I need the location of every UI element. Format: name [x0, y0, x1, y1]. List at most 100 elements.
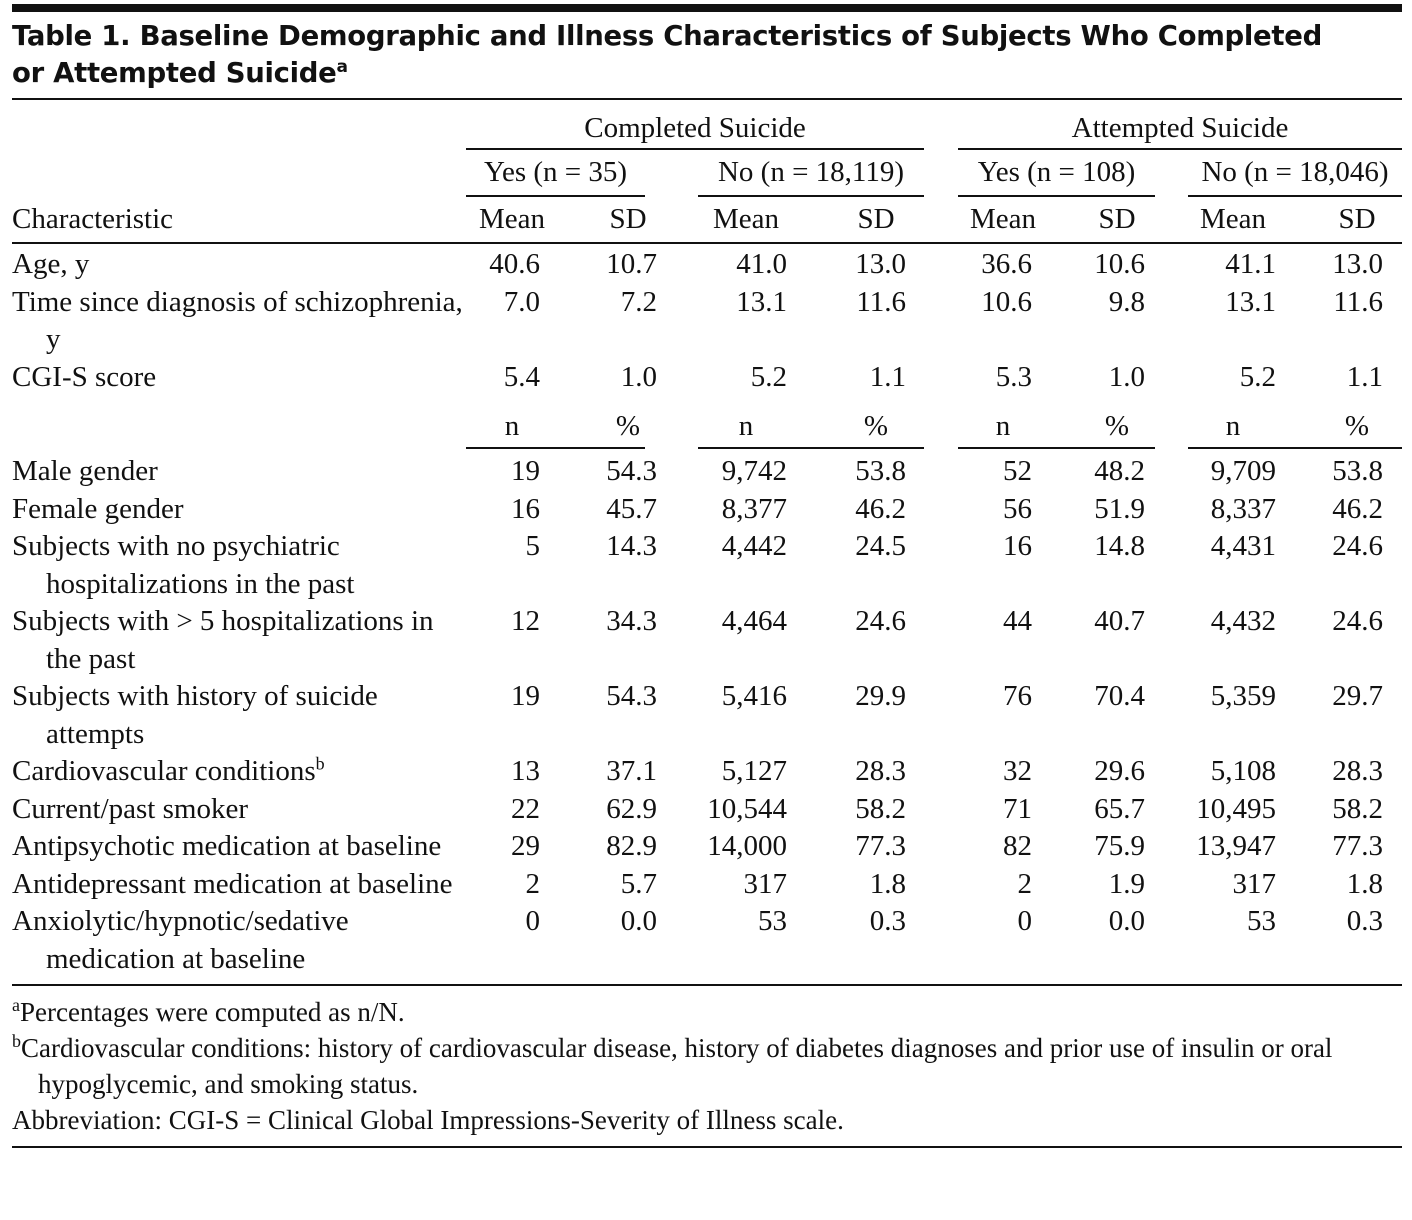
group-header: Completed Suicide	[584, 112, 806, 144]
subgroup-header: No (n = 18,046)	[1201, 156, 1389, 188]
column-header: %	[615, 410, 641, 442]
row-label: Time since diagnosis of schizophrenia, y	[12, 285, 463, 356]
cell: 14.8	[1094, 530, 1145, 562]
cell: 0.3	[1346, 905, 1383, 937]
cell: 70.4	[1094, 680, 1145, 712]
cell: 77.3	[1332, 830, 1383, 862]
footnote-text: Abbreviation: CGI-S = Clinical Global Im…	[12, 1105, 844, 1135]
table-title: Table 1. Baseline Demographic and Illnes…	[12, 18, 1402, 92]
cell: 53.8	[1332, 455, 1383, 487]
cell: 13,947	[1196, 830, 1276, 862]
cell: 0	[1017, 905, 1033, 937]
cell: 46.2	[1332, 492, 1383, 525]
row-label: CGI-S score	[12, 360, 157, 393]
cell: 62.9	[606, 792, 657, 825]
cell: 65.7	[1094, 792, 1145, 825]
underline	[466, 447, 645, 449]
cell: 0	[525, 905, 541, 937]
cell: 71	[1003, 792, 1032, 825]
column-header: %	[1104, 410, 1130, 442]
cell: 5	[525, 530, 541, 562]
column-header: Mean	[969, 203, 1037, 235]
cell: 5,127	[721, 755, 787, 787]
cell: 45.7	[606, 492, 657, 525]
cell: 7.2	[620, 285, 657, 318]
footnote: aPercentages were computed as n/N.	[12, 994, 1402, 1030]
cell: 1.0	[620, 360, 657, 393]
cell: 82.9	[606, 830, 657, 862]
cell: 41.0	[736, 248, 787, 280]
cell: 1.9	[1108, 867, 1145, 900]
cell: 54.3	[606, 455, 657, 487]
table-row: Cardiovascular conditionsb 13 37.1 5,127 28.…	[12, 753, 1402, 791]
footnote-mark: a	[12, 995, 20, 1015]
rule	[12, 98, 1402, 100]
cell: 4,464	[721, 605, 787, 637]
cell: 14,000	[707, 830, 787, 862]
cell: 36.6	[981, 248, 1032, 280]
cell: 13.0	[1332, 248, 1383, 280]
cell: 34.3	[606, 605, 657, 637]
cell: 317	[743, 867, 788, 900]
table-row: Female gender 16 45.7 8,377 46.2 56 51.9 8,337 4…	[12, 491, 1402, 529]
column-header: SD	[609, 203, 647, 235]
subgroup-header: Yes (n = 35)	[483, 156, 628, 188]
underline	[958, 447, 1155, 449]
row-label: Cardiovascular conditionsb	[12, 753, 325, 787]
rule	[12, 984, 1402, 986]
stat-header-row: Characteristic Mean SD Mean SD Mean SD Mean SD	[12, 197, 1402, 242]
cell: 9,742	[721, 455, 787, 487]
column-header: n	[738, 410, 754, 442]
table-row: CGI-S score 5.4 1.0 5.2 1.1 5.3 1.0 5.2 1.1	[12, 359, 1402, 397]
cell: 52	[1003, 455, 1032, 487]
cell: 24.6	[1332, 530, 1383, 562]
cell: 24.6	[1332, 605, 1383, 637]
title-line: or Attempted Suicidea	[12, 56, 348, 89]
cell: 46.2	[855, 492, 906, 525]
cell: 77.3	[855, 830, 906, 862]
table-row: Antidepressant medication at baseline 2 5.…	[12, 866, 1402, 904]
row-label: Female gender	[12, 492, 184, 525]
cell: 41.1	[1225, 248, 1276, 280]
cell: 7.0	[503, 285, 540, 318]
cell: 24.6	[855, 605, 906, 637]
table-row: Subjects with > 5 hospitalizations in th…	[12, 603, 1402, 678]
cell: 1.0	[1108, 360, 1145, 393]
subgroup-header: Yes (n = 108)	[977, 156, 1136, 188]
cell: 40.7	[1094, 605, 1145, 637]
cell: 1.1	[869, 360, 906, 393]
cell: 82	[1003, 830, 1032, 862]
cell: 2	[1017, 867, 1033, 900]
table-row: Age, y 40.6 10.7 41.0 13.0 36.6 10.6 41.1 13.0	[12, 246, 1402, 284]
cell: 0.3	[869, 905, 906, 937]
cell: 0.0	[1108, 905, 1145, 937]
table-page: Table 1. Baseline Demographic and Illnes…	[12, 0, 1402, 1148]
cell: 8,337	[1210, 492, 1276, 525]
cell: 1.1	[1346, 360, 1383, 393]
cell: 19	[511, 680, 540, 712]
cell: 28.3	[1332, 755, 1383, 787]
table-row: Current/past smoker 22 62.9 10,544 58.2 71 65.…	[12, 791, 1402, 829]
subgroup-header-row: Yes (n = 35) No (n = 18,119) Yes (n = 108)…	[12, 150, 1402, 197]
underline	[466, 195, 645, 197]
column-header: Mean	[712, 203, 780, 235]
table-row: Time since diagnosis of schizophrenia, y…	[12, 284, 1402, 359]
cell: 19	[511, 455, 540, 487]
cell: 40.6	[489, 248, 540, 280]
row-label: Antipsychotic medication at baseline	[12, 830, 442, 862]
underline	[1188, 195, 1402, 197]
cell: 5.3	[995, 360, 1032, 393]
group-header: Attempted Suicide	[1071, 112, 1289, 144]
cell: 5,108	[1210, 755, 1276, 787]
row-label: Subjects with no psychiatric hospitaliza…	[12, 530, 355, 600]
cell: 9,709	[1210, 455, 1276, 487]
column-header: %	[863, 410, 889, 442]
column-header: SD	[1338, 203, 1376, 235]
cell: 58.2	[1332, 792, 1383, 825]
cell: 13.0	[855, 248, 906, 280]
cell: 5,416	[721, 680, 787, 712]
footnote-text: Percentages were computed as n/N.	[20, 997, 405, 1027]
cell: 5.7	[620, 867, 657, 900]
cell: 2	[525, 867, 541, 900]
cell: 1.8	[1346, 867, 1383, 900]
